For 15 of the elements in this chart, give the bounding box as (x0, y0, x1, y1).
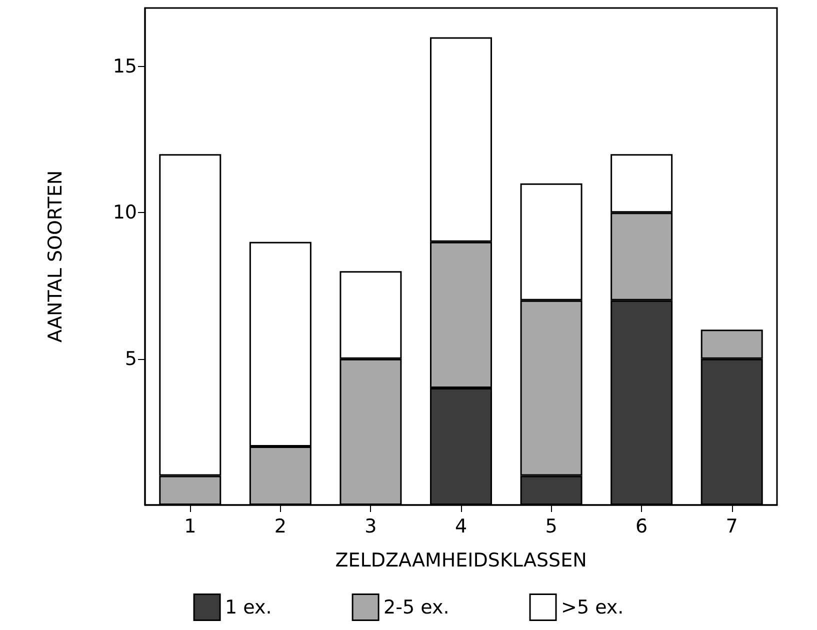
x-tick-label: 3 (364, 516, 377, 538)
legend-label: >5 ex. (561, 596, 624, 618)
legend-label: 2-5 ex. (384, 596, 450, 618)
legend-label: 1 ex. (225, 596, 272, 618)
y-tick-label: 5 (124, 348, 137, 370)
x-tick-label: 2 (274, 516, 286, 538)
x-tick-label: 4 (454, 516, 468, 538)
y-tick-label: 15 (112, 55, 137, 78)
x-tick-label: 6 (636, 516, 648, 538)
x-axis-title: ZELDZAAMHEIDSKLASSEN (335, 550, 587, 572)
x-tick-label: 5 (545, 516, 558, 538)
y-axis-title: AANTAL SOORTEN (44, 170, 66, 343)
x-tick-label: 1 (184, 516, 196, 538)
x-tick-label: 7 (726, 516, 738, 538)
y-tick-label: 10 (112, 202, 137, 224)
